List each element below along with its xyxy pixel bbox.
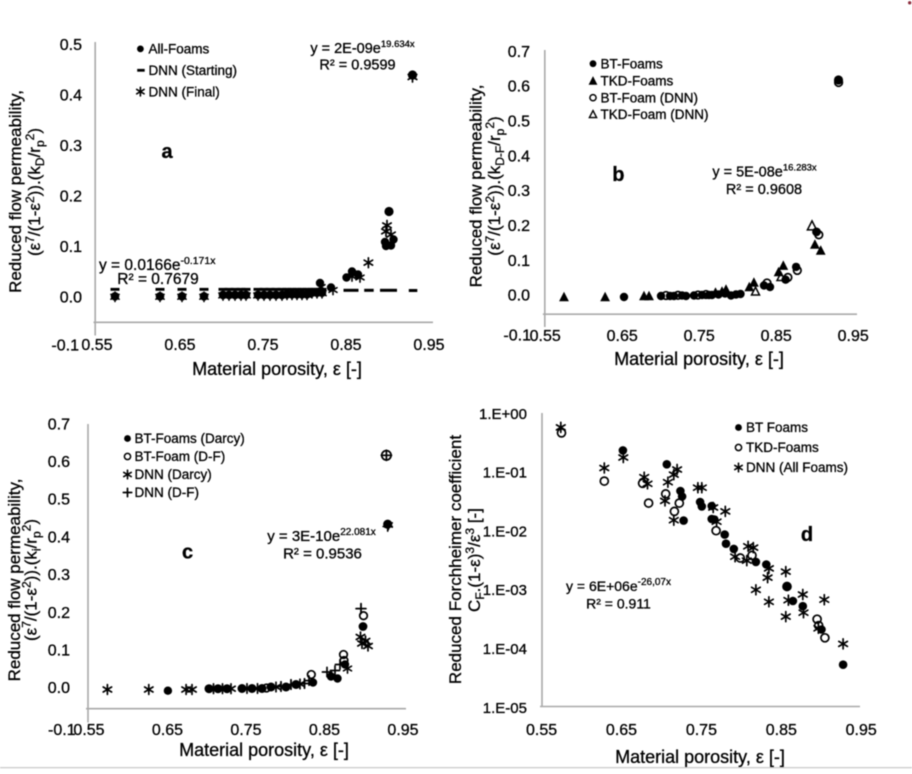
svg-text:Material porosity, ε [-]: Material porosity, ε [-]	[179, 740, 349, 760]
svg-text:0.55: 0.55	[530, 328, 561, 345]
svg-text:0.55: 0.55	[526, 722, 557, 739]
svg-text:0.85: 0.85	[309, 722, 340, 739]
svg-text:a: a	[161, 141, 173, 163]
svg-text:DNN (D-F): DNN (D-F)	[135, 485, 199, 500]
svg-text:R² = 0.9608: R² = 0.9608	[726, 182, 802, 198]
svg-text:-0.1: -0.1	[503, 328, 531, 345]
svg-text:BT-Foam (D-F): BT-Foam (D-F)	[135, 449, 226, 464]
svg-text:0.2: 0.2	[508, 218, 530, 235]
svg-text:0.7: 0.7	[508, 44, 530, 61]
svg-text:0.95: 0.95	[838, 328, 869, 345]
svg-text:c: c	[182, 542, 193, 564]
svg-text:1.E-02: 1.E-02	[483, 523, 527, 540]
svg-text:0.3: 0.3	[48, 567, 70, 584]
svg-text:0.65: 0.65	[606, 722, 637, 739]
svg-text:0.1: 0.1	[48, 643, 70, 660]
svg-text:0.95: 0.95	[846, 722, 877, 739]
svg-text:(ε7​/(1-ε2​)).(kD-F​/rp​2​): (ε7​/(1-ε2​)).(kD-F​/rp​2​)	[483, 116, 507, 255]
svg-text:0.65: 0.65	[152, 722, 183, 739]
svg-text:0.85: 0.85	[330, 337, 361, 354]
svg-text:0.4: 0.4	[508, 148, 530, 165]
svg-text:-0.1: -0.1	[51, 338, 79, 355]
svg-text:TKD-Foams: TKD-Foams	[601, 74, 674, 89]
svg-text:Reduced flow permeability,: Reduced flow permeability,	[6, 90, 25, 293]
svg-text:0.95: 0.95	[413, 337, 444, 354]
svg-text:0.65: 0.65	[607, 328, 638, 345]
svg-text:0.5: 0.5	[508, 113, 530, 130]
svg-text:R² = 0.911: R² = 0.911	[586, 595, 651, 611]
svg-text:All-Foams: All-Foams	[149, 42, 210, 57]
svg-text:0.55: 0.55	[81, 337, 112, 354]
svg-text:0.85: 0.85	[761, 328, 792, 345]
svg-text:Material porosity, ε [-]: Material porosity, ε [-]	[615, 747, 785, 767]
svg-text:-0.1: -0.1	[48, 722, 76, 739]
svg-text:0.2: 0.2	[60, 189, 82, 206]
svg-text:R² = 0.9536: R² = 0.9536	[283, 545, 362, 562]
svg-text:0.6: 0.6	[508, 79, 530, 96]
svg-text:0.75: 0.75	[247, 337, 278, 354]
svg-text:1.E-05: 1.E-05	[483, 700, 527, 717]
svg-text:0.75: 0.75	[684, 328, 715, 345]
svg-text:0.5: 0.5	[48, 492, 70, 509]
svg-text:DNN (Starting): DNN (Starting)	[149, 63, 238, 78]
svg-text:R² = 0.9599: R² = 0.9599	[319, 57, 395, 73]
svg-text:0.65: 0.65	[164, 337, 195, 354]
svg-text:DNN (All Foams): DNN (All Foams)	[746, 460, 848, 475]
svg-text:0.0: 0.0	[48, 680, 70, 697]
svg-text:1.E-01: 1.E-01	[483, 465, 527, 482]
svg-text:0.3: 0.3	[60, 138, 82, 155]
svg-text:(ε7​/(1-ε2​)).(kD​/rp​2​): (ε7​/(1-ε2​)).(kD​/rp​2​)	[23, 128, 47, 256]
svg-text:0.3: 0.3	[508, 183, 530, 200]
svg-text:DNN (Final): DNN (Final)	[149, 84, 220, 99]
svg-text:0.85: 0.85	[766, 722, 797, 739]
svg-text:BT Foams: BT Foams	[746, 420, 808, 435]
svg-text:b: b	[612, 164, 624, 186]
svg-text:TKD-Foam (DNN): TKD-Foam (DNN)	[601, 107, 709, 122]
svg-text:DNN (Darcy): DNN (Darcy)	[135, 467, 212, 482]
svg-text:1.E-03: 1.E-03	[483, 582, 527, 599]
svg-text:0.2: 0.2	[48, 605, 70, 622]
svg-text:Material porosity, ε [-]: Material porosity, ε [-]	[614, 349, 784, 369]
svg-text:0.5: 0.5	[60, 37, 82, 54]
svg-text:0.0: 0.0	[508, 288, 530, 305]
svg-text:TKD-Foams: TKD-Foams	[746, 440, 819, 455]
svg-text:(ε7​/(1-ε2​)).(ki​/rp​2​): (ε7​/(1-ε2​)).(ki​/rp​2​)	[20, 519, 44, 641]
svg-text:Reduced Forchheimer coefficien: Reduced Forchheimer coefficient	[446, 435, 465, 684]
svg-text:0.55: 0.55	[73, 722, 104, 739]
svg-text:0.0: 0.0	[60, 290, 82, 307]
svg-text:0.4: 0.4	[48, 529, 70, 546]
svg-text:BT-Foams (Darcy): BT-Foams (Darcy)	[135, 431, 245, 446]
svg-text:BT-Foam (DNN): BT-Foam (DNN)	[601, 90, 699, 105]
svg-text:0.75: 0.75	[230, 722, 261, 739]
svg-text:0.95: 0.95	[387, 722, 418, 739]
svg-text:0.1: 0.1	[60, 239, 82, 256]
svg-text:0.75: 0.75	[686, 722, 717, 739]
svg-text:1.E-04: 1.E-04	[483, 641, 527, 658]
svg-text:0.4: 0.4	[60, 88, 82, 105]
svg-text:BT-Foams: BT-Foams	[601, 56, 664, 71]
svg-text:Material porosity, ε [-]: Material porosity, ε [-]	[192, 359, 362, 379]
svg-text:0.1: 0.1	[508, 253, 530, 270]
svg-text:0.7: 0.7	[48, 416, 70, 433]
svg-text:0.6: 0.6	[48, 454, 70, 471]
svg-text:Reduced flow permeability,: Reduced flow permeability,	[467, 85, 486, 288]
svg-text:R² = 0.7679: R² = 0.7679	[117, 271, 198, 288]
svg-text:d: d	[801, 524, 813, 546]
svg-text:Reduced flow permeability,: Reduced flow permeability,	[5, 479, 24, 682]
svg-text:1.E+00: 1.E+00	[479, 406, 527, 423]
